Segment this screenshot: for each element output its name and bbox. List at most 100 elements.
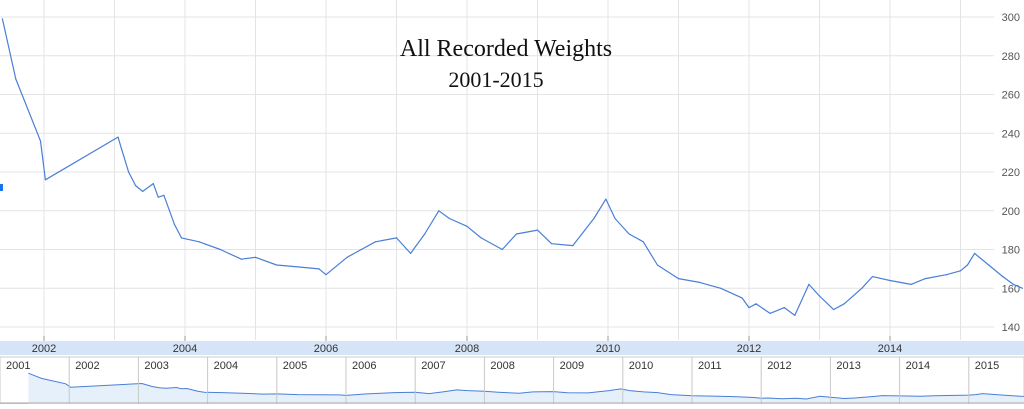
navigator-tick-label: 2002 bbox=[75, 360, 99, 372]
data-point bbox=[945, 274, 948, 276]
data-point bbox=[346, 256, 348, 258]
data-point bbox=[677, 278, 680, 280]
data-point bbox=[173, 223, 175, 225]
navigator-tick-label: 2011 bbox=[698, 360, 722, 372]
data-point bbox=[240, 258, 242, 260]
y-tick-label: 200 bbox=[1002, 206, 1020, 218]
data-point bbox=[180, 237, 183, 239]
data-point bbox=[833, 309, 835, 311]
data-point bbox=[1, 18, 3, 20]
y-tick-label: 160 bbox=[1002, 283, 1020, 295]
range-marker bbox=[0, 184, 3, 191]
navigator-tick-label: 2003 bbox=[144, 360, 168, 372]
data-point bbox=[276, 264, 278, 266]
y-axis-ticks: 140 160 180 200 220 240 260 280 300 bbox=[1002, 12, 1020, 334]
y-tick-label: 220 bbox=[1002, 167, 1020, 179]
navigator-tick-label: 2008 bbox=[490, 360, 514, 372]
data-point bbox=[924, 278, 926, 280]
data-point bbox=[117, 136, 119, 138]
x-tick-label: 2010 bbox=[596, 343, 620, 355]
x-tick-label: 2004 bbox=[173, 343, 197, 355]
y-tick-label: 280 bbox=[1002, 51, 1020, 63]
x-tick-label: 2006 bbox=[314, 343, 338, 355]
y-tick-label: 180 bbox=[1002, 245, 1020, 257]
data-point bbox=[871, 276, 874, 278]
data-point bbox=[152, 183, 154, 185]
navigator-tick-label: 2009 bbox=[560, 360, 584, 372]
data-point bbox=[843, 303, 845, 305]
data-point bbox=[1021, 287, 1024, 289]
data-point bbox=[720, 287, 722, 289]
data-point bbox=[448, 217, 450, 220]
navigator-tick-label: 2013 bbox=[836, 360, 860, 372]
data-point bbox=[466, 225, 468, 227]
data-point bbox=[769, 312, 771, 314]
data-point bbox=[536, 229, 539, 231]
data-point bbox=[959, 270, 962, 272]
data-point bbox=[551, 243, 553, 245]
data-point bbox=[642, 241, 644, 243]
data-point bbox=[44, 179, 47, 181]
weight-series-line bbox=[1, 18, 1023, 316]
data-point bbox=[410, 252, 412, 254]
data-point bbox=[374, 241, 376, 243]
data-point bbox=[1012, 283, 1015, 285]
data-point bbox=[163, 194, 165, 196]
data-point bbox=[480, 237, 482, 239]
data-point bbox=[808, 283, 810, 285]
x-axis-band-bg bbox=[0, 341, 1024, 355]
navigator-tick-label: 2005 bbox=[283, 360, 307, 372]
data-point bbox=[325, 274, 327, 276]
data-point bbox=[157, 196, 159, 198]
range-navigator[interactable]: 2001 2002 2003 2004 2005 2006 2007 2008 2009 2010… bbox=[0, 356, 1024, 405]
navigator-tick-label: 2012 bbox=[767, 360, 791, 372]
data-point bbox=[741, 297, 743, 299]
data-point bbox=[656, 264, 659, 266]
data-point bbox=[438, 210, 440, 212]
navigator-tick-label: 2015 bbox=[975, 360, 999, 372]
data-point bbox=[861, 287, 863, 289]
navigator-tick-label: 2004 bbox=[214, 360, 238, 372]
x-tick-label: 2012 bbox=[737, 343, 761, 355]
navigator-tick-label: 2007 bbox=[421, 360, 445, 372]
data-point bbox=[605, 198, 607, 200]
y-tick-label: 140 bbox=[1002, 322, 1020, 334]
data-point bbox=[794, 314, 796, 316]
data-point bbox=[424, 233, 426, 235]
data-point bbox=[39, 140, 42, 142]
data-point bbox=[128, 171, 130, 173]
data-point bbox=[614, 217, 616, 220]
data-point bbox=[818, 295, 821, 297]
navigator-tick-label: 2001 bbox=[6, 360, 30, 372]
data-point bbox=[748, 307, 750, 309]
data-point bbox=[360, 248, 362, 251]
navigator-tick-label: 2006 bbox=[352, 360, 376, 372]
data-point bbox=[254, 256, 257, 258]
data-point bbox=[988, 264, 990, 266]
data-point bbox=[15, 78, 17, 80]
chart-subtitle: 2001-2015 bbox=[448, 67, 543, 92]
data-point bbox=[593, 217, 595, 220]
x-axis-band: 2002 2004 2006 2008 2010 2012 2014 bbox=[0, 336, 1024, 355]
data-point bbox=[699, 281, 701, 283]
data-point bbox=[120, 148, 123, 150]
x-tick-label: 2002 bbox=[32, 343, 56, 355]
data-point bbox=[297, 266, 299, 268]
data-point bbox=[501, 248, 503, 251]
data-point bbox=[628, 233, 630, 235]
x-tick-label: 2014 bbox=[878, 343, 902, 355]
data-point bbox=[198, 241, 200, 243]
x-tick-label: 2008 bbox=[455, 343, 479, 355]
data-point bbox=[395, 237, 398, 239]
data-point bbox=[910, 283, 912, 285]
navigator-tick-label: 2014 bbox=[906, 360, 930, 372]
data-point bbox=[515, 233, 518, 235]
data-point bbox=[783, 307, 785, 309]
data-point bbox=[1002, 276, 1004, 278]
gridlines bbox=[0, 0, 994, 340]
series-layer bbox=[1, 18, 1024, 316]
data-point bbox=[572, 245, 574, 247]
y-tick-label: 260 bbox=[1002, 90, 1020, 102]
data-point bbox=[219, 248, 221, 251]
